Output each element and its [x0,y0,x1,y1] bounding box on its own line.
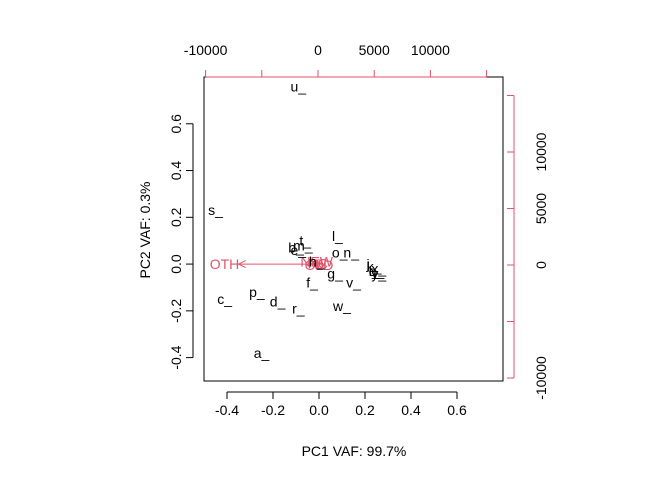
vector-label: RC [308,255,328,271]
point-label: w_ [332,298,351,314]
point-label: i_ [369,263,380,279]
y-tick-label: -0.2 [168,299,184,323]
x-axis-top: -10000 0 5000 10000 [184,42,488,78]
point-label: c_ [217,291,232,307]
point-label: n_ [343,244,359,260]
point-label: q_ [369,263,385,279]
point-label: a_ [254,345,270,361]
y-tick-label: 0.0 [168,254,184,274]
plot-box [203,76,504,382]
point-label: b_ [288,240,304,256]
x-tick-label: -0.2 [261,402,285,418]
point-label: f_ [306,275,318,291]
top-tick-label: 0 [314,42,322,58]
point-label: d_ [270,293,286,309]
y-axis-left: -0.4 -0.2 0.0 0.2 0.4 0.6 [168,114,194,370]
y-axis-title: PC2 VAF: 0.3% [137,181,153,278]
y-tick-label: 0.4 [168,161,184,181]
x-axis-bottom: -0.4 -0.2 0.0 0.2 0.4 0.6 [215,391,467,418]
point-label: l_ [332,228,343,244]
vector-label: OLD [305,257,334,273]
point-label: x_ [371,261,386,277]
point-label: y_ [371,265,386,281]
point-label: t_ [299,233,311,249]
point-label: s_ [208,202,223,218]
top-tick-label: 10000 [411,42,450,58]
x-tick-label: -0.4 [215,402,239,418]
vector-arrowhead [237,260,246,269]
y-tick-label: 0.6 [168,114,184,134]
point-label: g_ [327,265,343,281]
point-label: k_ [367,258,382,274]
x-tick-label: 0.6 [447,402,467,418]
point-label: v_ [346,275,361,291]
right-tick-label: -10000 [533,356,549,400]
vector-label: OTH [210,256,240,272]
point-label: j_ [365,256,377,272]
top-tick-label: 5000 [359,42,390,58]
point-label: m_ [293,237,313,253]
vector-label: B [314,256,323,272]
x-tick-label: 0.2 [355,402,375,418]
point-label: p_ [249,284,265,300]
plot-frame-layer [203,76,504,382]
x-axis-title: PC1 VAF: 99.7% [302,443,407,459]
top-tick-label: -10000 [184,42,228,58]
vector-arrowhead [315,260,325,270]
point-label: o_ [332,244,348,260]
point-label: r_ [292,300,305,316]
observation-labels: u_ s_ l_ t_m_b_e_h_ o_n_ j_k_x_q_y_i_ g_v_ f_ p_… [208,78,386,361]
point-label: e_ [291,242,307,258]
y-tick-label: 0.2 [168,207,184,227]
right-tick-label: 10000 [533,132,549,171]
y-axis-right: -10000 0 5000 10000 [507,95,549,400]
x-tick-label: 0.0 [309,402,329,418]
point-label: u_ [291,78,307,94]
point-label: h_ [309,254,325,270]
y-tick-label: -0.4 [168,345,184,369]
vector-label: NEW [300,254,333,270]
right-tick-label: 0 [533,261,549,269]
x-tick-label: 0.4 [401,402,421,418]
right-tick-label: 5000 [533,193,549,224]
